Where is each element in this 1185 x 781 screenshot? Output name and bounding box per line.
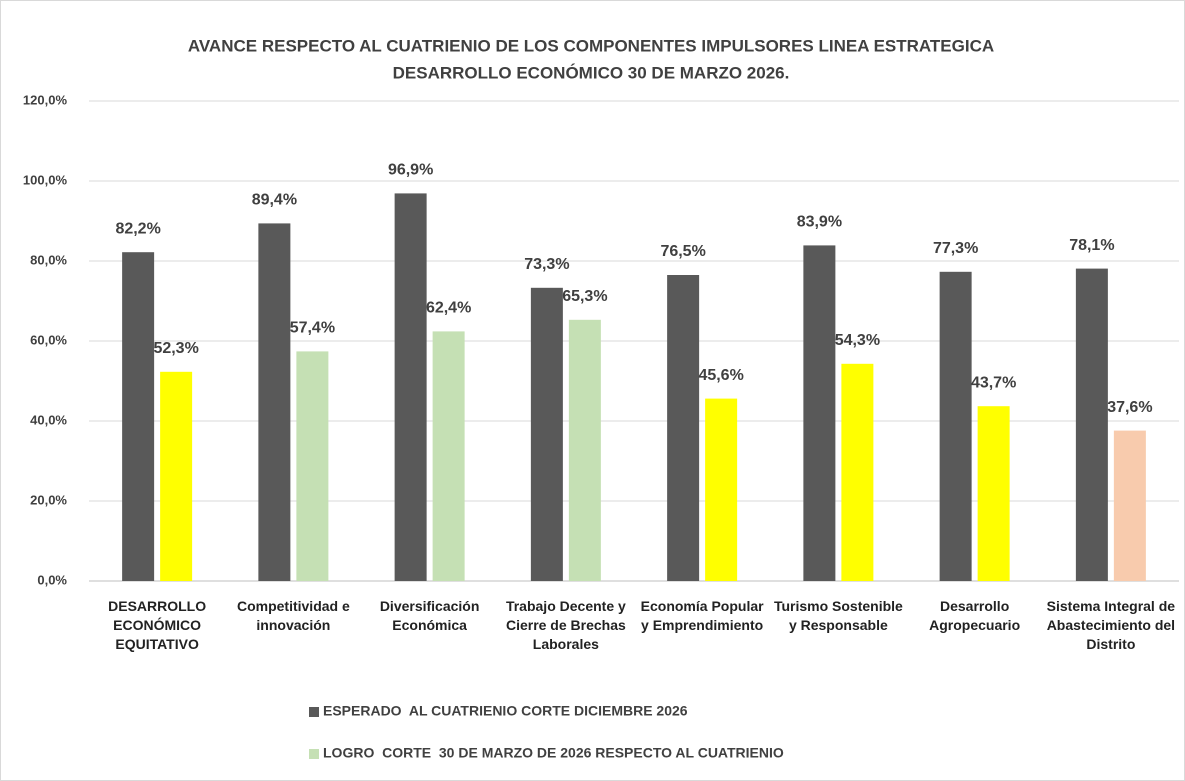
value-label: 57,4% xyxy=(290,320,335,337)
x-tick-label: Competitividad e innovación xyxy=(236,598,350,633)
value-label: 76,5% xyxy=(660,243,705,260)
bar xyxy=(122,252,155,581)
x-tick-label: Sistema Integral de Abastecimiento del D… xyxy=(1046,598,1176,652)
bar xyxy=(432,331,465,581)
x-tick-label: Turismo Sostenible y Responsable xyxy=(773,598,903,633)
x-tick-label: Diversificación Económica xyxy=(379,598,480,633)
value-label: 82,2% xyxy=(115,220,160,237)
bar xyxy=(841,363,874,581)
bar xyxy=(296,351,329,581)
legend-label: LOGRO CORTE 30 DE MARZO DE 2026 RESPECTO… xyxy=(323,745,784,761)
y-tick-label: 120,0% xyxy=(23,92,68,107)
value-label: 77,3% xyxy=(933,240,978,257)
y-tick-label: 20,0% xyxy=(30,492,67,507)
bar xyxy=(258,223,291,581)
bar xyxy=(667,275,700,581)
x-tick-label: DESARROLLO ECONÓMICO EQUITATIVO xyxy=(108,598,207,652)
value-label: 73,3% xyxy=(524,256,569,273)
bar xyxy=(705,398,738,581)
x-tick-label: Desarrollo Agropecuario xyxy=(929,598,1021,633)
value-label: 62,4% xyxy=(426,300,471,317)
value-label: 37,6% xyxy=(1107,399,1152,416)
chart-title: DESARROLLO ECONÓMICO 30 DE MARZO 2026. xyxy=(393,63,790,82)
legend-label: ESPERADO AL CUATRIENIO CORTE DICIEMBRE 2… xyxy=(323,703,688,719)
y-tick-label: 40,0% xyxy=(30,412,67,427)
y-tick-label: 100,0% xyxy=(23,172,68,187)
value-label: 89,4% xyxy=(252,192,297,209)
y-tick-label: 0,0% xyxy=(37,572,67,587)
value-label: 78,1% xyxy=(1069,237,1114,254)
y-tick-label: 60,0% xyxy=(30,332,67,347)
value-label: 83,9% xyxy=(797,214,842,231)
bar xyxy=(530,287,563,581)
bar xyxy=(803,245,836,581)
value-label: 54,3% xyxy=(835,332,880,349)
x-tick-label: Economía Popular y Emprendimiento xyxy=(640,598,764,633)
x-tick-label: Trabajo Decente y Cierre de Brechas Labo… xyxy=(505,598,626,652)
y-tick-label: 80,0% xyxy=(30,252,67,267)
bar xyxy=(394,193,427,581)
bar xyxy=(160,371,193,581)
bar xyxy=(568,319,601,581)
bar xyxy=(977,406,1010,581)
bar xyxy=(1113,430,1146,581)
bar xyxy=(939,271,972,581)
value-label: 96,9% xyxy=(388,162,433,179)
value-label: 43,7% xyxy=(971,374,1016,391)
value-label: 52,3% xyxy=(153,340,198,357)
value-label: 45,6% xyxy=(698,367,743,384)
legend-swatch xyxy=(309,707,319,717)
bar xyxy=(1075,268,1108,581)
chart-title: AVANCE RESPECTO AL CUATRIENIO DE LOS COM… xyxy=(188,36,994,55)
legend-swatch xyxy=(309,749,319,759)
value-label: 65,3% xyxy=(562,288,607,305)
